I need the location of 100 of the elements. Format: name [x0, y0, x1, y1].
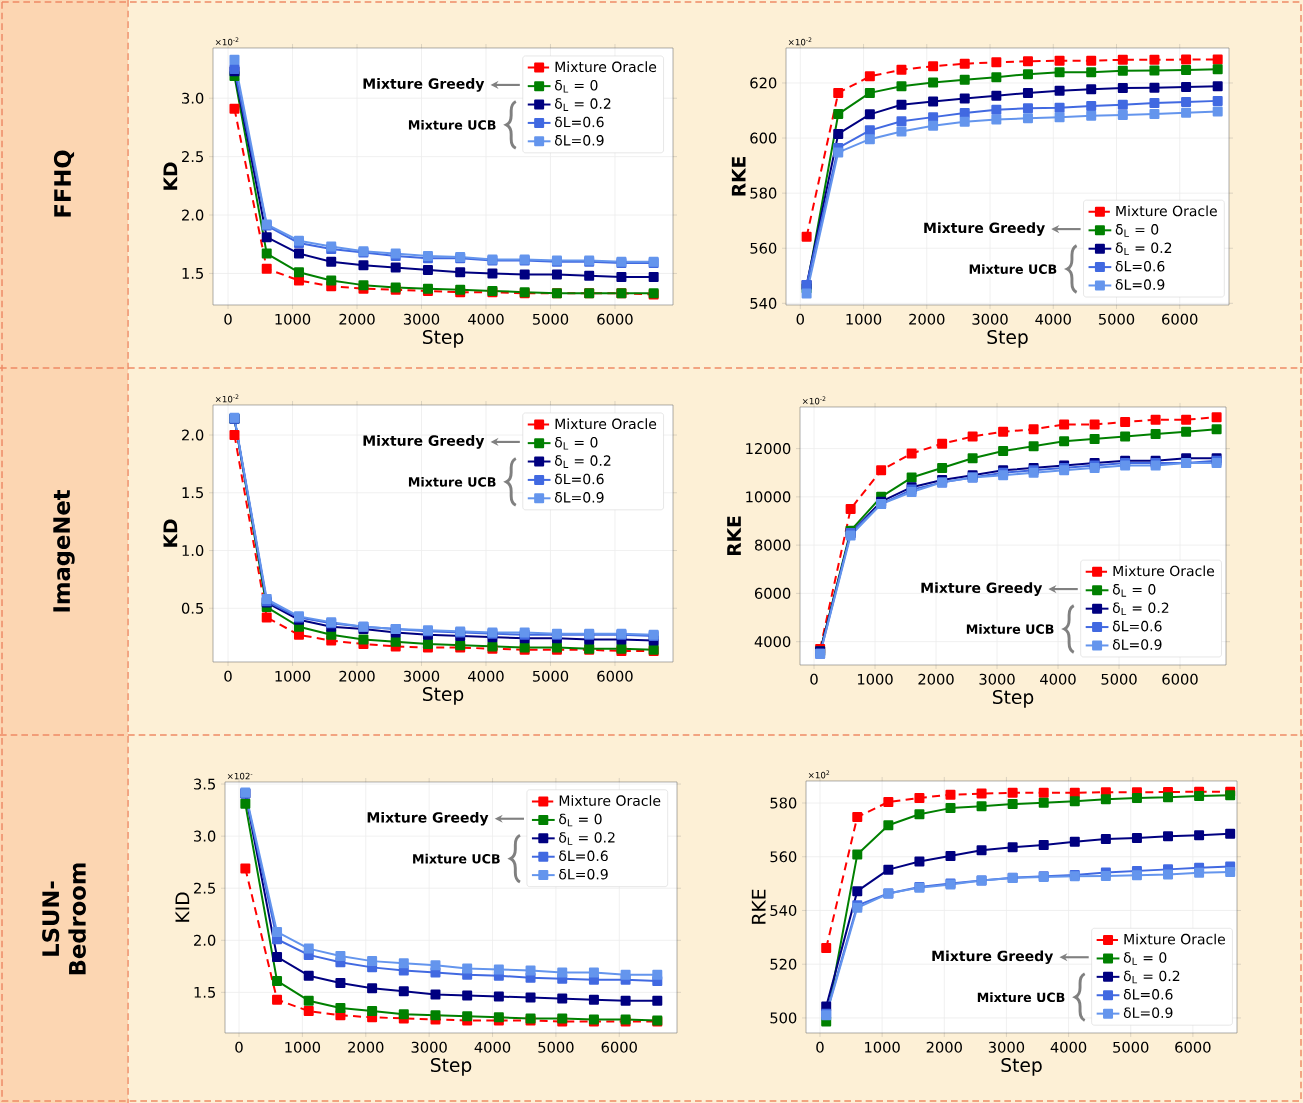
- y-tick-label: 580: [770, 797, 797, 809]
- x-tick-label: 4000: [1040, 673, 1076, 685]
- legend-label: Mixture Oracle: [1116, 205, 1217, 217]
- x-tick-label: 6000: [597, 670, 633, 682]
- y-tick-label: 6000: [754, 587, 791, 599]
- legend-label: δ$_{L}$ = 0: [1123, 952, 1167, 965]
- legend-label: δ$_{L}$ = 0: [1112, 584, 1156, 597]
- text: ×10$^{-2}$: [215, 394, 239, 403]
- text: ×10$^{2}$: [808, 770, 830, 779]
- x-tick-label: 2000: [926, 1041, 962, 1053]
- y-tick-label: 12000: [746, 443, 791, 455]
- legend-label: δL=0.9: [554, 492, 604, 503]
- y-axis-title: RKE: [751, 889, 766, 924]
- x-tick-label: 1000: [285, 1041, 321, 1053]
- legend-label: δL=0.9: [1112, 639, 1162, 650]
- x-tick-label: 1000: [275, 670, 311, 682]
- y-axis-title: RKE: [731, 157, 746, 196]
- y-tick-label: 3.0: [194, 830, 216, 842]
- x-tick-label: 5000: [532, 670, 569, 682]
- legend-label: δ$_{L}$ = 0.2: [554, 455, 611, 468]
- x-tick-label: 2000: [339, 670, 375, 682]
- y-tick-label: 560: [770, 851, 797, 863]
- y-tick-label: 2.0: [182, 429, 204, 441]
- x-tick-label: 0: [235, 1041, 243, 1053]
- y-tick-label: 2.5: [194, 882, 216, 894]
- annotation: Mixture Greedy: [921, 582, 1043, 596]
- legend-label: δL=0.6: [559, 850, 608, 862]
- annotation: Mixture Greedy: [363, 78, 485, 92]
- y-axis-title: KID: [175, 892, 190, 922]
- legend-label: δL=0.6: [1115, 260, 1165, 272]
- y-tick-label: 500: [770, 1012, 797, 1024]
- y-tick-label: 2.0: [182, 209, 204, 221]
- x-tick-label: 5000: [1098, 313, 1135, 325]
- legend-label: δL=0.6: [554, 116, 604, 128]
- y-tick-label: 8000: [754, 539, 791, 551]
- annotation: Mixture UCB: [408, 476, 496, 487]
- x-tick-label: 3000: [403, 313, 440, 325]
- legend-label: Mixture Oracle: [555, 418, 657, 430]
- x-tick-label: 5000: [538, 1041, 574, 1053]
- legend-label: δ$_{L}$ = 0: [554, 436, 598, 450]
- y-axis-title: RKE: [727, 516, 741, 556]
- text: ×10$^{-2}$: [802, 396, 826, 405]
- x-tick-label: 6000: [1162, 313, 1198, 325]
- legend-label: δ$_{L}$ = 0.2: [1115, 242, 1172, 256]
- legend-label: δ$_{L}$ = 0.2: [559, 832, 615, 845]
- text: ×10$^{-2}$: [788, 37, 812, 46]
- x-tick-label: 4000: [474, 1041, 511, 1053]
- annotation: Mixture UCB: [969, 264, 1057, 274]
- legend-label: Mixture Oracle: [555, 61, 657, 73]
- legend-label: δ$_{L}$ = 0.2: [554, 98, 611, 111]
- x-axis-title: Step: [1001, 1057, 1042, 1076]
- x-tick-label: 4000: [468, 670, 504, 682]
- x-tick-label: 4000: [468, 313, 504, 325]
- x-tick-label: 2000: [909, 313, 945, 325]
- annotation: Mixture UCB: [966, 624, 1054, 634]
- x-tick-label: 0: [810, 673, 818, 685]
- x-tick-label: 3000: [979, 673, 1015, 685]
- y-tick-label: 1.5: [182, 487, 204, 499]
- x-axis-title: Step: [430, 1057, 472, 1076]
- x-axis-title: Step: [422, 329, 464, 348]
- x-tick-label: 2000: [339, 313, 375, 325]
- y-tick-label: 4000: [754, 636, 791, 648]
- y-tick-label: 620: [750, 77, 777, 89]
- x-axis-title: Step: [992, 689, 1034, 708]
- x-tick-label: 5000: [1113, 1041, 1149, 1053]
- y-tick-label: 600: [750, 132, 777, 144]
- annotation: Mixture UCB: [977, 992, 1065, 1003]
- y-tick-label: 10000: [746, 491, 791, 503]
- x-tick-label: 0: [816, 1041, 824, 1053]
- x-tick-label: 3000: [972, 313, 1008, 325]
- x-tick-label: 5000: [532, 313, 569, 325]
- text: FFHQ: [53, 150, 75, 217]
- legend-label: δL=0.6: [554, 473, 604, 485]
- legend-label: δ$_{L}$ = 0.2: [1112, 602, 1169, 616]
- text: ×10$^{-2}$: [215, 37, 239, 46]
- y-tick-label: 2.0: [194, 934, 216, 946]
- legend-label: Mixture Oracle: [559, 795, 661, 806]
- annotation: Mixture Greedy: [367, 811, 489, 826]
- x-tick-label: 5000: [1101, 673, 1137, 685]
- legend-label: δL=0.9: [1123, 1007, 1173, 1019]
- legend-label: δ$_{L}$ = 0: [1115, 224, 1159, 237]
- y-tick-label: 560: [750, 242, 777, 254]
- y-tick-label: 3.5: [194, 778, 216, 790]
- x-tick-label: 2000: [348, 1041, 384, 1053]
- y-tick-label: 520: [770, 958, 797, 970]
- annotation: Mixture UCB: [408, 119, 496, 130]
- y-tick-label: 3.0: [182, 92, 204, 104]
- annotation: Mixture UCB: [413, 853, 500, 864]
- legend-label: δ$_{L}$ = 0.2: [1123, 970, 1180, 984]
- annotation: Mixture Greedy: [924, 222, 1045, 236]
- y-tick-label: 1.0: [182, 544, 204, 557]
- legend-label: Mixture Oracle: [1124, 933, 1226, 945]
- x-tick-label: 2000: [918, 673, 954, 685]
- x-tick-label: 1000: [865, 1041, 900, 1053]
- text: ×102$^{-}$: [227, 772, 253, 780]
- y-tick-label: 540: [770, 904, 797, 917]
- x-tick-label: 3000: [988, 1041, 1025, 1053]
- x-tick-label: 3000: [403, 670, 440, 682]
- legend-label: δL=0.6: [1112, 620, 1162, 632]
- x-tick-label: 0: [796, 313, 804, 325]
